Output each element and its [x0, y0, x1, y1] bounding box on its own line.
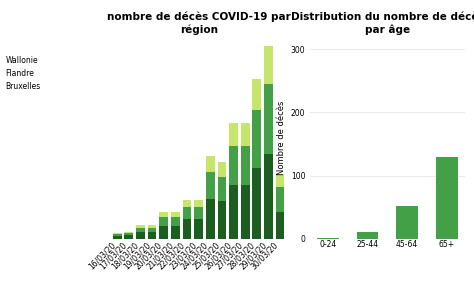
Bar — [159, 226, 168, 239]
Bar — [125, 235, 133, 239]
Bar — [206, 156, 215, 172]
Bar — [218, 177, 226, 201]
Bar — [229, 146, 238, 185]
Bar — [113, 236, 121, 239]
Bar — [357, 232, 378, 239]
Bar — [148, 228, 156, 233]
Bar — [436, 157, 457, 239]
Bar — [159, 217, 168, 226]
Bar — [194, 219, 203, 239]
Bar — [136, 228, 145, 233]
Bar — [264, 46, 273, 84]
Bar — [264, 155, 273, 239]
Bar — [171, 226, 180, 239]
Bar — [136, 226, 145, 228]
Bar — [171, 212, 180, 217]
Bar — [229, 185, 238, 239]
Bar — [182, 200, 191, 207]
Bar — [159, 212, 168, 217]
Bar — [241, 123, 249, 146]
Bar — [253, 110, 261, 168]
Bar — [194, 207, 203, 219]
Bar — [113, 233, 121, 234]
Bar — [194, 200, 203, 207]
Bar — [241, 185, 249, 239]
Bar — [171, 217, 180, 226]
Bar — [182, 219, 191, 239]
Bar — [218, 162, 226, 177]
Bar — [206, 172, 215, 199]
Bar — [264, 84, 273, 155]
Bar — [276, 212, 284, 239]
Bar — [182, 207, 191, 219]
Bar — [148, 226, 156, 228]
Legend: Wallonie, Flandre, Bruxelles: Wallonie, Flandre, Bruxelles — [0, 53, 44, 94]
Bar — [276, 187, 284, 212]
Bar — [113, 234, 121, 236]
Bar — [229, 123, 238, 146]
Bar — [241, 146, 249, 185]
Title: Distribution du nombre de décès
par âge: Distribution du nombre de décès par âge — [291, 12, 474, 35]
Bar — [125, 233, 133, 235]
Bar — [253, 168, 261, 239]
Bar — [148, 233, 156, 239]
Bar — [136, 233, 145, 239]
Bar — [317, 238, 339, 239]
Bar — [276, 174, 284, 187]
Bar — [396, 206, 418, 239]
Y-axis label: Nombre de décès: Nombre de décès — [277, 100, 286, 175]
Bar — [206, 199, 215, 239]
Title: nombre de décès COVID-19 par
région: nombre de décès COVID-19 par région — [107, 12, 291, 35]
Bar — [253, 79, 261, 110]
Bar — [218, 201, 226, 239]
